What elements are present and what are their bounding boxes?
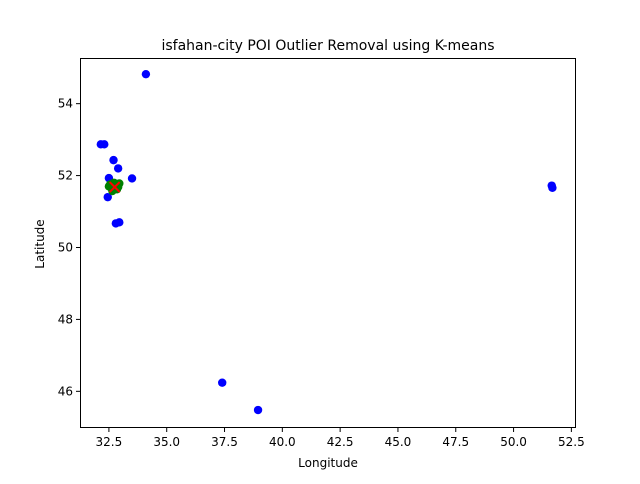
blue-point	[103, 192, 112, 202]
x-axis: 32.5 35.0 37.5 40.0 42.5 45.0 47.5 50.0 52.5	[96, 428, 585, 449]
y-axis: 46 48 50 52 54	[58, 97, 80, 398]
x-tick-label: 40.0	[269, 435, 296, 449]
y-tick-label: 52	[58, 169, 73, 183]
blue-point	[109, 155, 118, 165]
x-tick-label: 50.0	[500, 435, 527, 449]
blue-point	[218, 378, 227, 387]
blue-point	[113, 164, 123, 173]
blue-point	[141, 69, 151, 79]
blue-point	[253, 405, 263, 415]
y-tick-label: 50	[58, 240, 73, 254]
x-tick-label: 37.5	[211, 435, 238, 449]
y-tick-label: 46	[58, 384, 73, 398]
x-tick-label: 32.5	[96, 435, 123, 449]
y-axis-label: Latitude	[33, 219, 47, 268]
x-tick-label: 45.0	[385, 435, 412, 449]
blue-point	[127, 174, 137, 183]
x-tick-label: 47.5	[442, 435, 469, 449]
blue-point	[548, 183, 557, 193]
blue-point	[115, 218, 124, 227]
x-tick-label: 42.5	[327, 435, 354, 449]
plot-frame	[80, 58, 576, 428]
chart-title: isfahan-city POI Outlier Removal using K…	[161, 38, 494, 54]
red-x-marker	[108, 181, 121, 193]
x-tick-label: 52.5	[558, 435, 585, 449]
x-tick-label: 35.0	[153, 435, 180, 449]
x-axis-label: Longitude	[298, 456, 358, 470]
blue-point	[100, 140, 109, 149]
y-tick-label: 54	[58, 97, 73, 111]
y-tick-label: 48	[58, 312, 73, 326]
plot-area	[96, 69, 557, 415]
